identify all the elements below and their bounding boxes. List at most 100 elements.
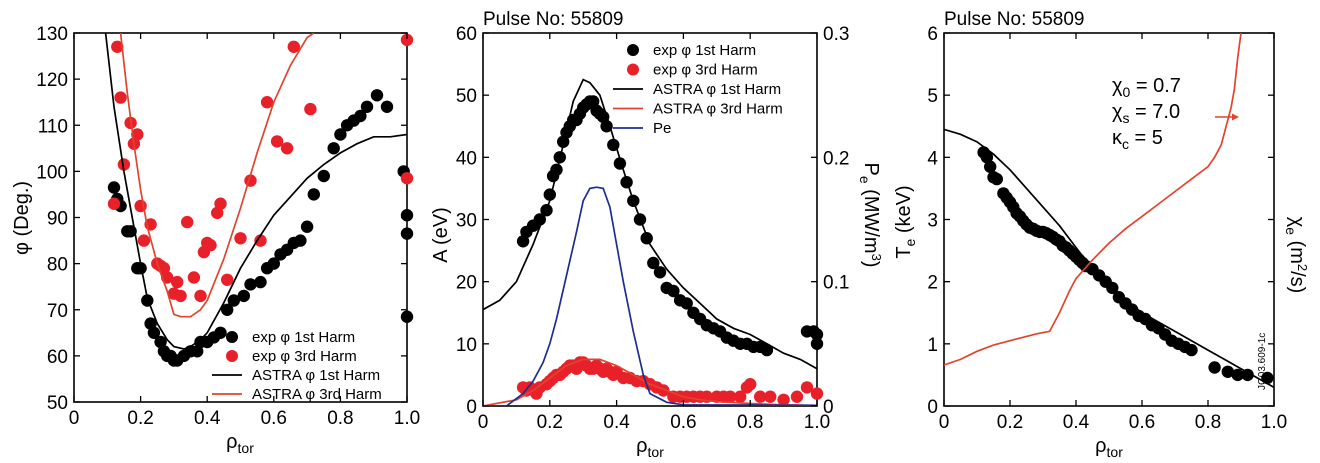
phase-y-tick: 120 [36,70,407,91]
legend-label: ASTRA φ 1st Harm [252,367,380,384]
legend-label: exp φ 1st Harm [252,329,355,346]
data-point [334,128,347,141]
amplitude-series-exp-1st-harm-points [516,95,824,357]
data-point [107,181,121,194]
panel-phase-legend-entry: ASTRA φ 3rd Harm [212,386,382,403]
data-point [111,40,124,53]
amplitude-y-tick-label: 30 [456,211,477,232]
data-point [307,188,320,201]
chi-arrow-icon [1215,113,1239,121]
amplitude-x-tick-label: 0.8 [737,412,763,433]
phase-series-astra-1st-harm-line [104,33,407,350]
data-point [134,262,147,275]
data-point [327,142,340,155]
temperature-y-tick: 0 [927,397,1274,418]
phase-x-tick-label: 0.8 [327,408,353,429]
panel-phase: 0 0.2 0.4 0.6 0.8 1.0 50 60 70 80 90 100 110 120 130 ρ… [11,24,420,456]
data-point [360,100,374,114]
phase-y-tick: 50 [47,393,407,414]
amplitude-x-tick-label: 0.6 [670,412,696,433]
phase-x-tick: 0.6 [261,33,287,429]
amplitude-y-tick: 20 [456,273,489,294]
data-point [1231,368,1244,382]
parameter-annotation: χs = 7.0 [1112,101,1180,126]
temperature-x-tick: 0.4 [1063,33,1090,433]
legend-label: Pe [653,120,671,137]
panel-phase-marks [104,33,414,367]
data-point [304,102,317,116]
temperature-y-tick: 2 [927,273,1274,294]
temperature-y-tick: 5 [927,86,1274,107]
temperature-x-tick-label: 0.2 [997,412,1023,433]
amplitude-series-astra-3rd-harm-line [483,358,817,406]
data-point [114,91,127,104]
panel-temperature-x-label: ρtor [1095,435,1123,460]
amplitude-y-tick: 10 [456,335,489,356]
data-point [221,273,234,286]
panel-amplitude-x-label: ρtor [636,435,664,460]
data-point [234,232,247,245]
phase-x-tick: 1.0 [394,33,420,429]
legend-marker [226,350,238,362]
panel-amplitude-y-label: A (eV) [430,207,452,263]
temperature-y-tick-label: 3 [927,211,938,232]
amplitude-x-tick: 0.2 [537,33,563,433]
panel-amplitude-legend-entry: ASTRA φ 1st Harm [613,81,781,98]
amplitude-y-tick: 40 [456,148,489,169]
data-point [187,271,201,284]
data-point [194,289,207,303]
phase-y-tick: 60 [47,347,407,368]
data-point [1221,365,1235,378]
data-point [154,335,167,349]
data-point [754,390,767,403]
data-point [1208,361,1221,374]
data-point [354,109,367,123]
data-point [800,381,814,394]
temperature-x-tick-label: 0.4 [1063,412,1090,433]
amplitude-y2-tick-label: 0.1 [823,273,849,294]
data-point [680,297,693,310]
amplitude-y-tick: 50 [456,86,489,107]
phase-x-tick: 0.8 [327,33,354,429]
phase-series-exp-1st-harm-points [107,89,414,367]
legend-marker [627,63,639,76]
data-point [107,197,121,210]
amplitude-x-tick: 0 [478,33,488,433]
legend-label: ASTRA φ 3rd Harm [252,386,382,403]
amplitude-series-exp-3rd-harm-points [516,356,824,406]
data-point [254,275,267,289]
data-point [174,289,187,303]
phase-y-tick-label: 80 [47,255,68,276]
data-point [117,158,131,171]
data-point [280,142,294,155]
data-point [237,289,250,303]
data-point [147,326,161,339]
temperature-y-tick: 4 [927,148,1274,169]
data-point [760,343,774,357]
data-point [653,266,667,279]
phase-x-tick: 0 [69,33,80,429]
panel-phase-legend: exp φ 1st Harm exp φ 3rd Harm ASTRA φ 1st … [212,329,382,403]
data-point [990,172,1003,186]
temperature-x-tick-label: 0.8 [1195,412,1221,433]
data-point [400,310,414,323]
data-point [1185,343,1198,357]
data-point [516,235,530,248]
amplitude-x-tick: 0.4 [603,33,630,433]
legend-marker [627,44,639,56]
data-point [294,234,307,247]
amplitude-y-tick-label: 10 [456,335,477,356]
legend-label: ASTRA φ 3rd Harm [653,101,783,118]
temperature-y-tick-label: 0 [927,397,938,418]
phase-y-tick: 130 [36,24,407,45]
phase-x-tick-label: 0.4 [194,408,221,429]
phase-y-tick-label: 120 [36,70,68,91]
phase-x-tick-label: 0 [69,408,80,429]
panel-amplitude: Pulse No: 55809 0 0.2 0.4 0.6 0.8 1.001020304… [430,9,884,460]
data-point [270,135,284,148]
data-point [287,40,300,53]
data-point [744,378,757,391]
panel-temperature-marks [944,33,1274,389]
data-point [734,390,747,403]
legend-label: exp φ 3rd Harm [653,62,758,79]
